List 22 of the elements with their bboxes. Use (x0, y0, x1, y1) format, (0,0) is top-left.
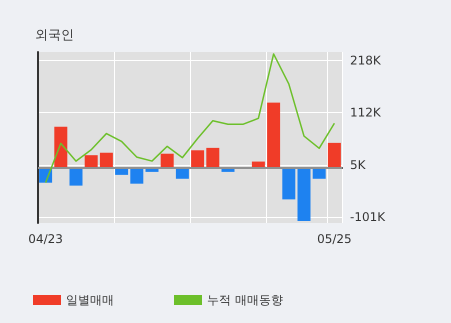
legend-label: 일별매매 (66, 293, 114, 307)
legend-label: 누적 매매동향 (207, 293, 283, 307)
bar (328, 142, 341, 168)
bar (70, 167, 82, 186)
bar (298, 167, 310, 222)
y-tick-label: 112K (350, 105, 382, 120)
x-tick-label: 04/23 (28, 232, 63, 246)
bar (252, 162, 265, 168)
bar (282, 167, 296, 200)
chart-title: 외국인 (35, 28, 74, 43)
bar (84, 155, 98, 168)
bar (160, 154, 174, 168)
bar (54, 126, 68, 168)
line-series (44, 53, 336, 184)
bar (191, 150, 204, 168)
y-tick-label: -101K (350, 210, 386, 224)
y-tick-label: 218K (350, 53, 382, 68)
x-tick-label: 05/25 (317, 232, 352, 246)
y-tick-label: 5K (350, 158, 367, 172)
bar (267, 102, 280, 168)
bar (206, 148, 220, 168)
bar (100, 152, 113, 168)
